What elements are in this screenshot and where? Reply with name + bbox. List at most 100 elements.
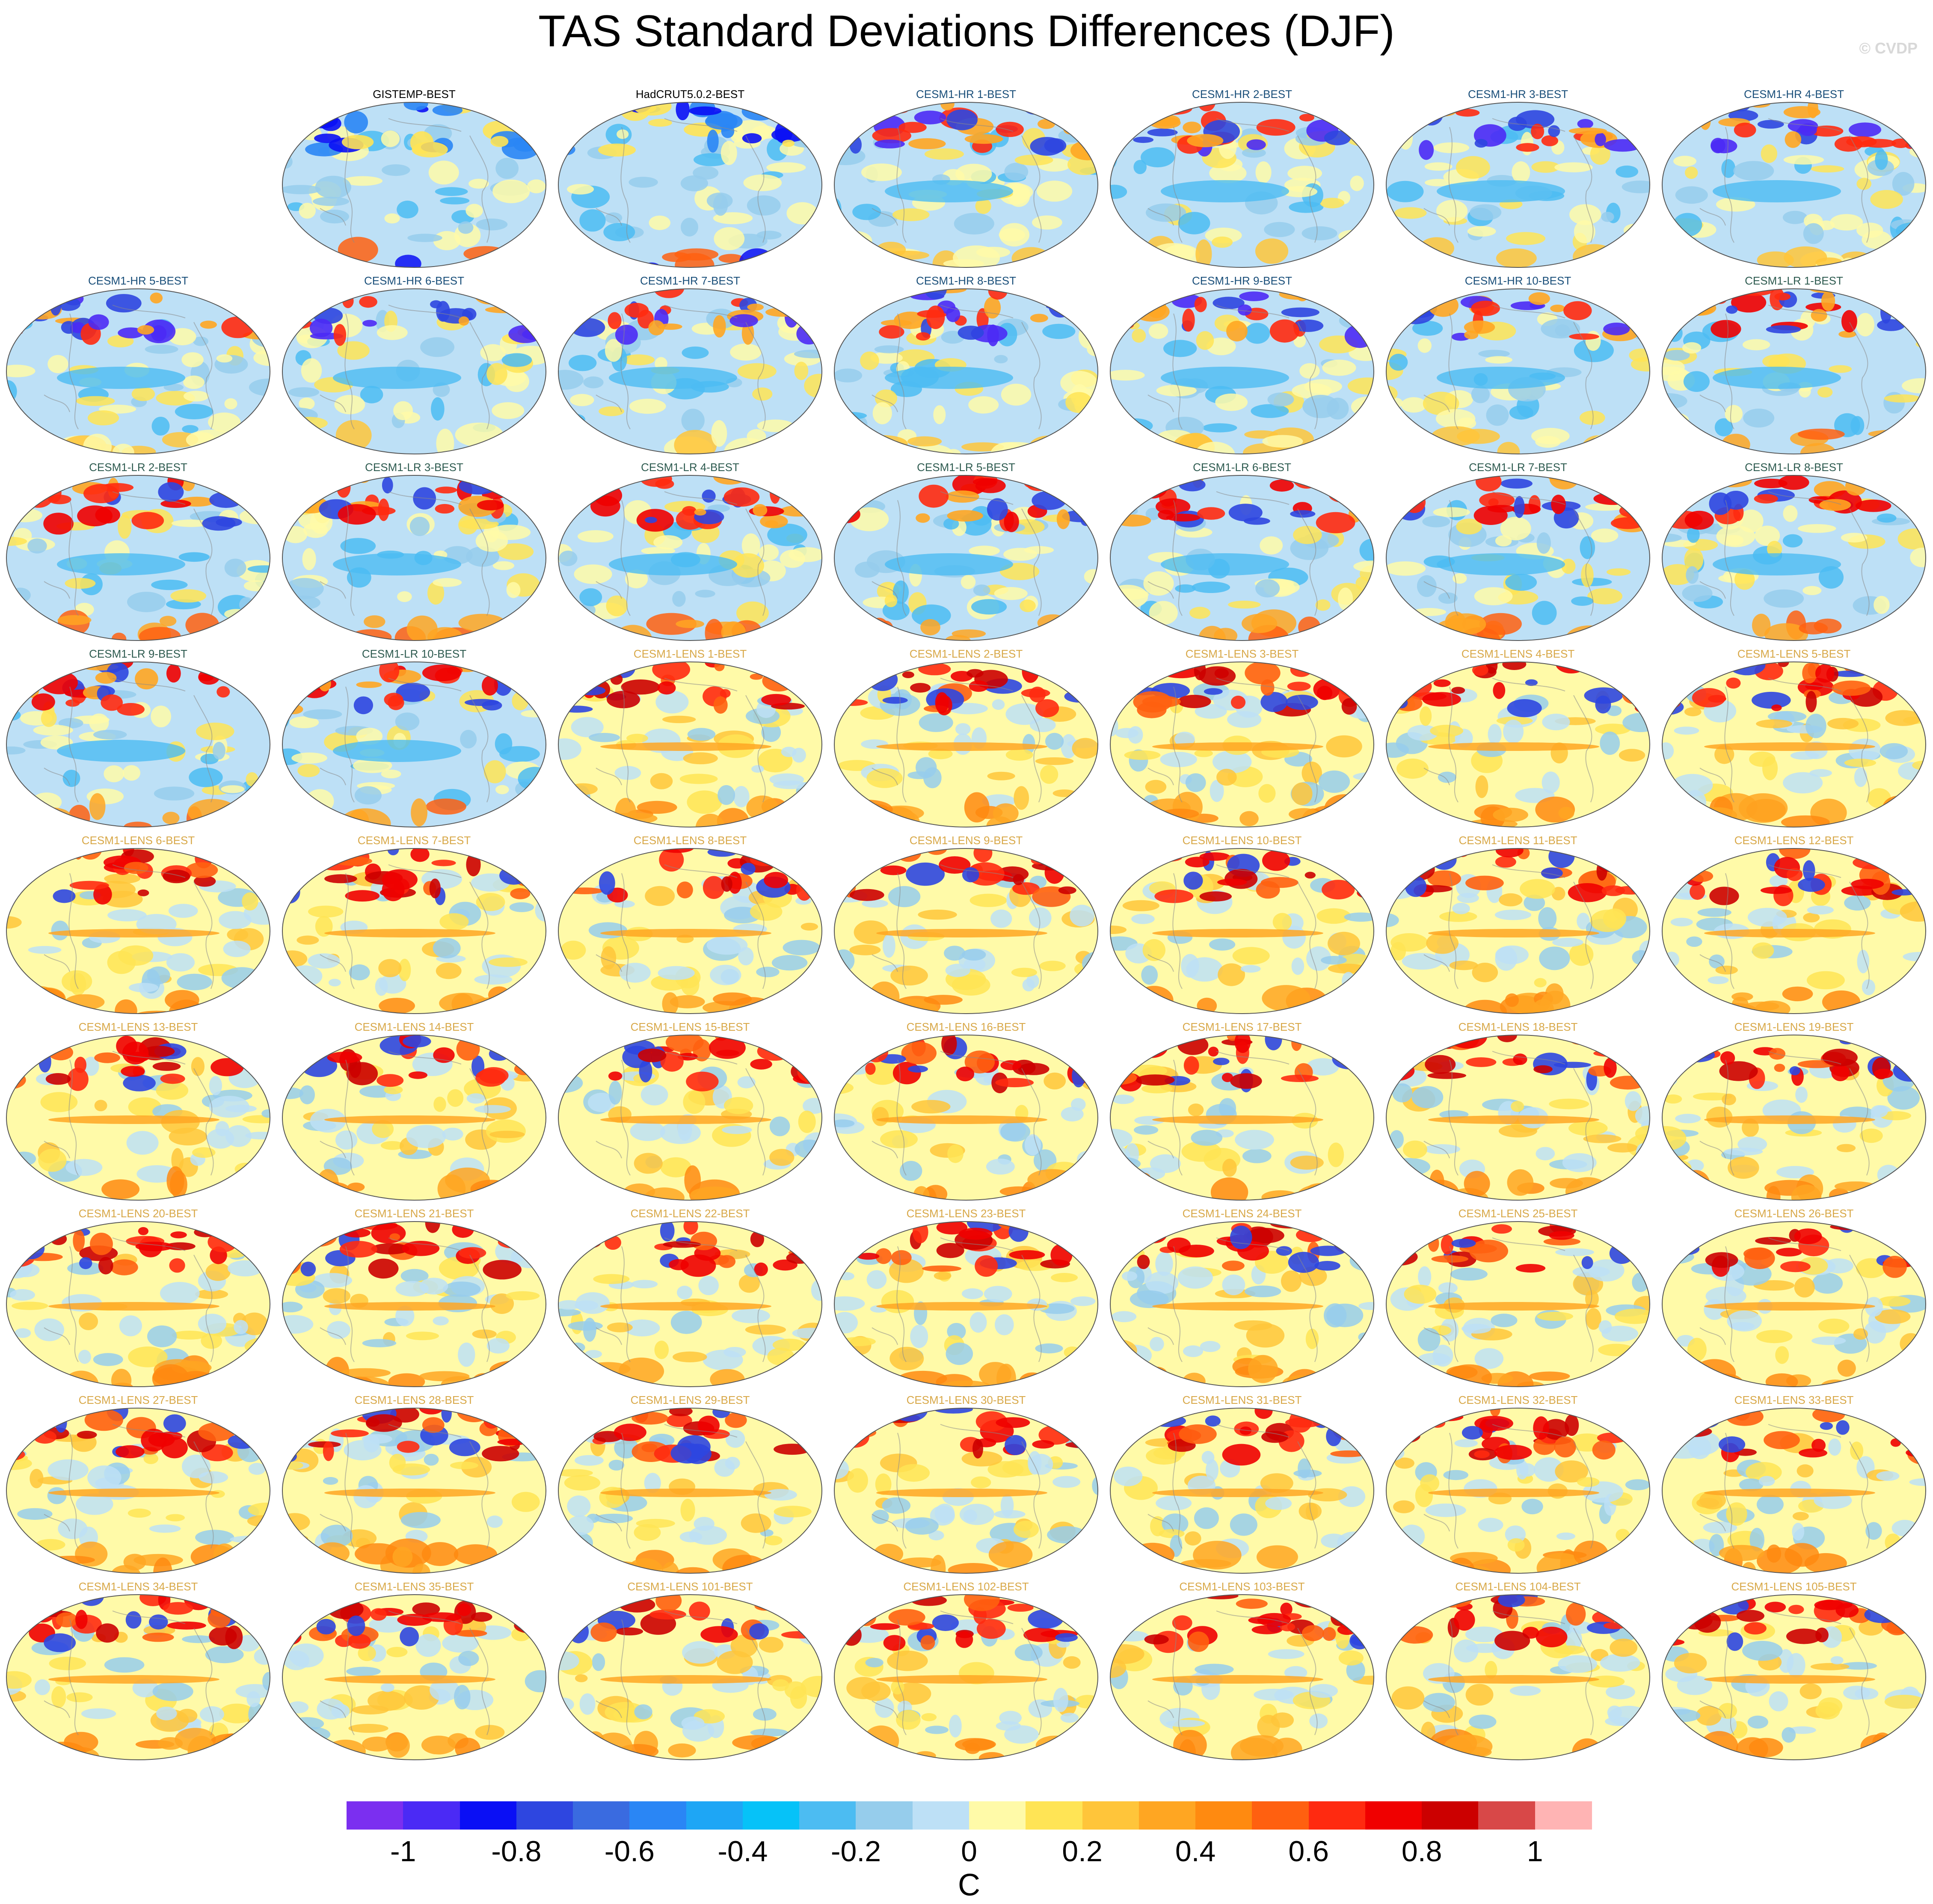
robinson-map [1110, 1594, 1374, 1760]
map-panel: CESM1-HR 8-BEST [828, 274, 1104, 458]
robinson-map [1110, 1035, 1374, 1201]
map-panel: CESM1-LENS 14-BEST [276, 1020, 552, 1204]
map-panel: CESM1-LENS 24-BEST [1104, 1207, 1380, 1391]
map-panel: CESM1-HR 4-BEST [1656, 88, 1932, 272]
map-panel: CESM1-LENS 21-BEST [276, 1207, 552, 1391]
colorbar-swatch [629, 1801, 687, 1830]
panel-title: CESM1-LENS 103-BEST [1179, 1580, 1305, 1593]
panel-title: CESM1-LR 4-BEST [641, 461, 739, 474]
robinson-map [1386, 1035, 1650, 1201]
map-panel: CESM1-LENS 10-BEST [1104, 834, 1380, 1018]
map-panel: CESM1-LR 6-BEST [1104, 461, 1380, 645]
map-panel: CESM1-LENS 4-BEST [1380, 647, 1656, 831]
map-panel: CESM1-LENS 27-BEST [0, 1394, 276, 1578]
robinson-map [558, 1221, 822, 1387]
panel-title: CESM1-LR 2-BEST [89, 461, 187, 474]
panel-title: CESM1-LENS 27-BEST [78, 1394, 198, 1406]
robinson-map [558, 661, 822, 827]
panel-title: CESM1-LR 1-BEST [1745, 274, 1843, 287]
panel-title: CESM1-LENS 1-BEST [633, 647, 747, 660]
robinson-map [1110, 288, 1374, 454]
robinson-map [1386, 288, 1650, 454]
robinson-map [1386, 475, 1650, 641]
map-panel: CESM1-HR 1-BEST [828, 88, 1104, 272]
colorbar-swatch [1252, 1801, 1309, 1830]
panel-title: CESM1-LENS 34-BEST [78, 1580, 198, 1593]
map-panel: CESM1-HR 3-BEST [1380, 88, 1656, 272]
map-panel: CESM1-LENS 103-BEST [1104, 1580, 1380, 1764]
panel-title: CESM1-LENS 11-BEST [1459, 834, 1577, 847]
panel-title: CESM1-LENS 3-BEST [1185, 647, 1299, 660]
panel-title: CESM1-LENS 14-BEST [354, 1020, 474, 1033]
colorbar-swatch [969, 1801, 1026, 1830]
panel-title: CESM1-LENS 26-BEST [1734, 1207, 1854, 1220]
panel-title: CESM1-LENS 2-BEST [909, 647, 1023, 660]
map-panel: CESM1-LENS 19-BEST [1656, 1020, 1932, 1204]
panel-title: CESM1-LENS 30-BEST [906, 1394, 1026, 1406]
colorbar-tick-label: -0.4 [717, 1835, 768, 1868]
map-panel: CESM1-LENS 3-BEST [1104, 647, 1380, 831]
robinson-map [834, 475, 1098, 641]
map-panel: CESM1-LR 3-BEST [276, 461, 552, 645]
map-panel: CESM1-LENS 29-BEST [552, 1394, 828, 1578]
robinson-map [282, 102, 546, 268]
map-panel: CESM1-LR 2-BEST [0, 461, 276, 645]
map-panel: CESM1-LENS 102-BEST [828, 1580, 1104, 1764]
robinson-map [1386, 1221, 1650, 1387]
robinson-map [1386, 848, 1650, 1014]
colorbar-tick-label: -1 [390, 1835, 416, 1868]
colorbar-swatch [1082, 1801, 1139, 1830]
robinson-map [1110, 661, 1374, 827]
robinson-map [1662, 661, 1926, 827]
map-panel: CESM1-LENS 30-BEST [828, 1394, 1104, 1578]
panel-title: CESM1-HR 6-BEST [364, 274, 465, 287]
robinson-map [558, 475, 822, 641]
robinson-map [6, 1221, 270, 1387]
robinson-map [1662, 1035, 1926, 1201]
colorbar-tick-label: -0.2 [830, 1835, 881, 1868]
panel-title: CESM1-LENS 102-BEST [903, 1580, 1029, 1593]
robinson-map [282, 1594, 546, 1760]
colorbar-tick-label: 0.8 [1401, 1835, 1442, 1868]
panel-title: CESM1-LR 5-BEST [917, 461, 1015, 474]
robinson-map [1662, 1221, 1926, 1387]
colorbar-swatch [1478, 1801, 1536, 1830]
map-panel: CESM1-LENS 20-BEST [0, 1207, 276, 1391]
panel-title: CESM1-LENS 22-BEST [630, 1207, 750, 1220]
panel-title: CESM1-LENS 24-BEST [1182, 1207, 1302, 1220]
map-panel: CESM1-HR 10-BEST [1380, 274, 1656, 458]
map-panel: CESM1-LENS 25-BEST [1380, 1207, 1656, 1391]
colorbar-tick-label: -0.8 [491, 1835, 542, 1868]
robinson-map [6, 1408, 270, 1574]
colorbar-tick-label: 0.4 [1175, 1835, 1216, 1868]
map-panel: GISTEMP-BEST [276, 88, 552, 272]
map-panel: CESM1-LR 5-BEST [828, 461, 1104, 645]
map-panel: HadCRUT5.0.2-BEST [552, 88, 828, 272]
robinson-map [834, 661, 1098, 827]
robinson-map [1110, 475, 1374, 641]
map-panel: CESM1-LENS 15-BEST [552, 1020, 828, 1204]
robinson-map [6, 661, 270, 827]
robinson-map [282, 1035, 546, 1201]
map-panel: CESM1-LR 8-BEST [1656, 461, 1932, 645]
robinson-map [1110, 102, 1374, 268]
panel-title: GISTEMP-BEST [373, 88, 456, 101]
map-panel: CESM1-LENS 9-BEST [828, 834, 1104, 1018]
panel-title: CESM1-HR 10-BEST [1465, 274, 1571, 287]
colorbar-swatch [799, 1801, 857, 1830]
panel-title: CESM1-LENS 20-BEST [78, 1207, 198, 1220]
map-panel: CESM1-LENS 5-BEST [1656, 647, 1932, 831]
map-panel: CESM1-LENS 105-BEST [1656, 1580, 1932, 1764]
panel-title: CESM1-LENS 19-BEST [1734, 1020, 1854, 1033]
robinson-map [1110, 1221, 1374, 1387]
panel-title: CESM1-HR 8-BEST [916, 274, 1017, 287]
colorbar-tick-label: 1 [1527, 1835, 1543, 1868]
colorbar-swatch [1365, 1801, 1422, 1830]
colorbar-tick-label: 0.6 [1288, 1835, 1329, 1868]
map-panel: CESM1-LENS 35-BEST [276, 1580, 552, 1764]
colorbar-swatch [347, 1801, 403, 1830]
colorbar-swatch [742, 1801, 800, 1830]
map-panel: CESM1-LENS 22-BEST [552, 1207, 828, 1391]
panel-title: CESM1-LENS 28-BEST [354, 1394, 474, 1406]
map-panel: CESM1-LENS 23-BEST [828, 1207, 1104, 1391]
